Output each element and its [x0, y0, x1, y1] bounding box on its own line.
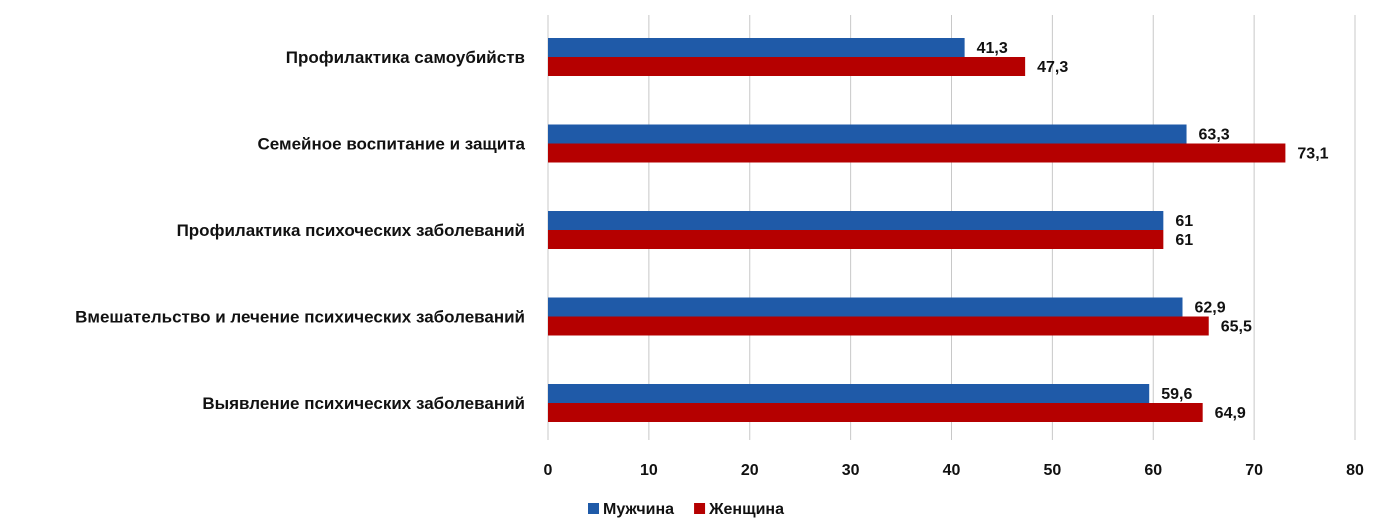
legend-swatch	[588, 503, 599, 514]
data-label: 63,3	[1199, 127, 1230, 144]
data-label: 59,6	[1161, 386, 1192, 403]
labels: 0 10 20 30 40 50 60 70 80 Профилактика самоубийст…	[75, 40, 1364, 479]
x-tick-label: 70	[1245, 462, 1263, 479]
x-tick-label: 0	[544, 462, 553, 479]
data-label: 61	[1175, 232, 1193, 249]
data-label: 73,1	[1297, 146, 1328, 163]
category-label: Семейное воспитание и защита	[258, 135, 526, 154]
data-label: 41,3	[977, 40, 1008, 57]
bars	[548, 38, 1286, 422]
bar-male	[548, 38, 965, 57]
bar-female	[548, 230, 1164, 249]
x-tick-label: 50	[1043, 462, 1061, 479]
data-label: 61	[1175, 213, 1193, 230]
data-label: 64,9	[1215, 405, 1246, 422]
category-label: Вмешательство и лечение психических забо…	[75, 308, 525, 327]
data-label: 65,5	[1221, 319, 1252, 336]
bar-male	[548, 297, 1183, 317]
data-label: 62,9	[1195, 300, 1226, 317]
bar-male	[548, 124, 1187, 144]
category-label: Профилактика самоубийств	[286, 48, 525, 67]
x-tick-label: 40	[943, 462, 961, 479]
bar-male	[548, 211, 1164, 230]
data-label: 47,3	[1037, 59, 1068, 76]
bar-female	[548, 403, 1203, 422]
x-tick-label: 10	[640, 462, 658, 479]
category-label: Выявление психических заболеваний	[202, 394, 525, 413]
bar-female	[548, 143, 1286, 163]
legend: Мужчина Женщина	[588, 501, 784, 518]
bar-female	[548, 57, 1026, 76]
bar-female	[548, 316, 1209, 336]
category-label: Профилактика психоческих заболеваний	[177, 221, 525, 240]
bar-male	[548, 384, 1150, 403]
legend-swatch	[694, 503, 706, 514]
x-tick-label: 80	[1346, 462, 1364, 479]
x-tick-label: 20	[741, 462, 759, 479]
x-tick-label: 30	[842, 462, 860, 479]
legend-label: Женщина	[708, 501, 784, 518]
legend-label: Мужчина	[603, 501, 674, 518]
x-tick-label: 60	[1144, 462, 1162, 479]
